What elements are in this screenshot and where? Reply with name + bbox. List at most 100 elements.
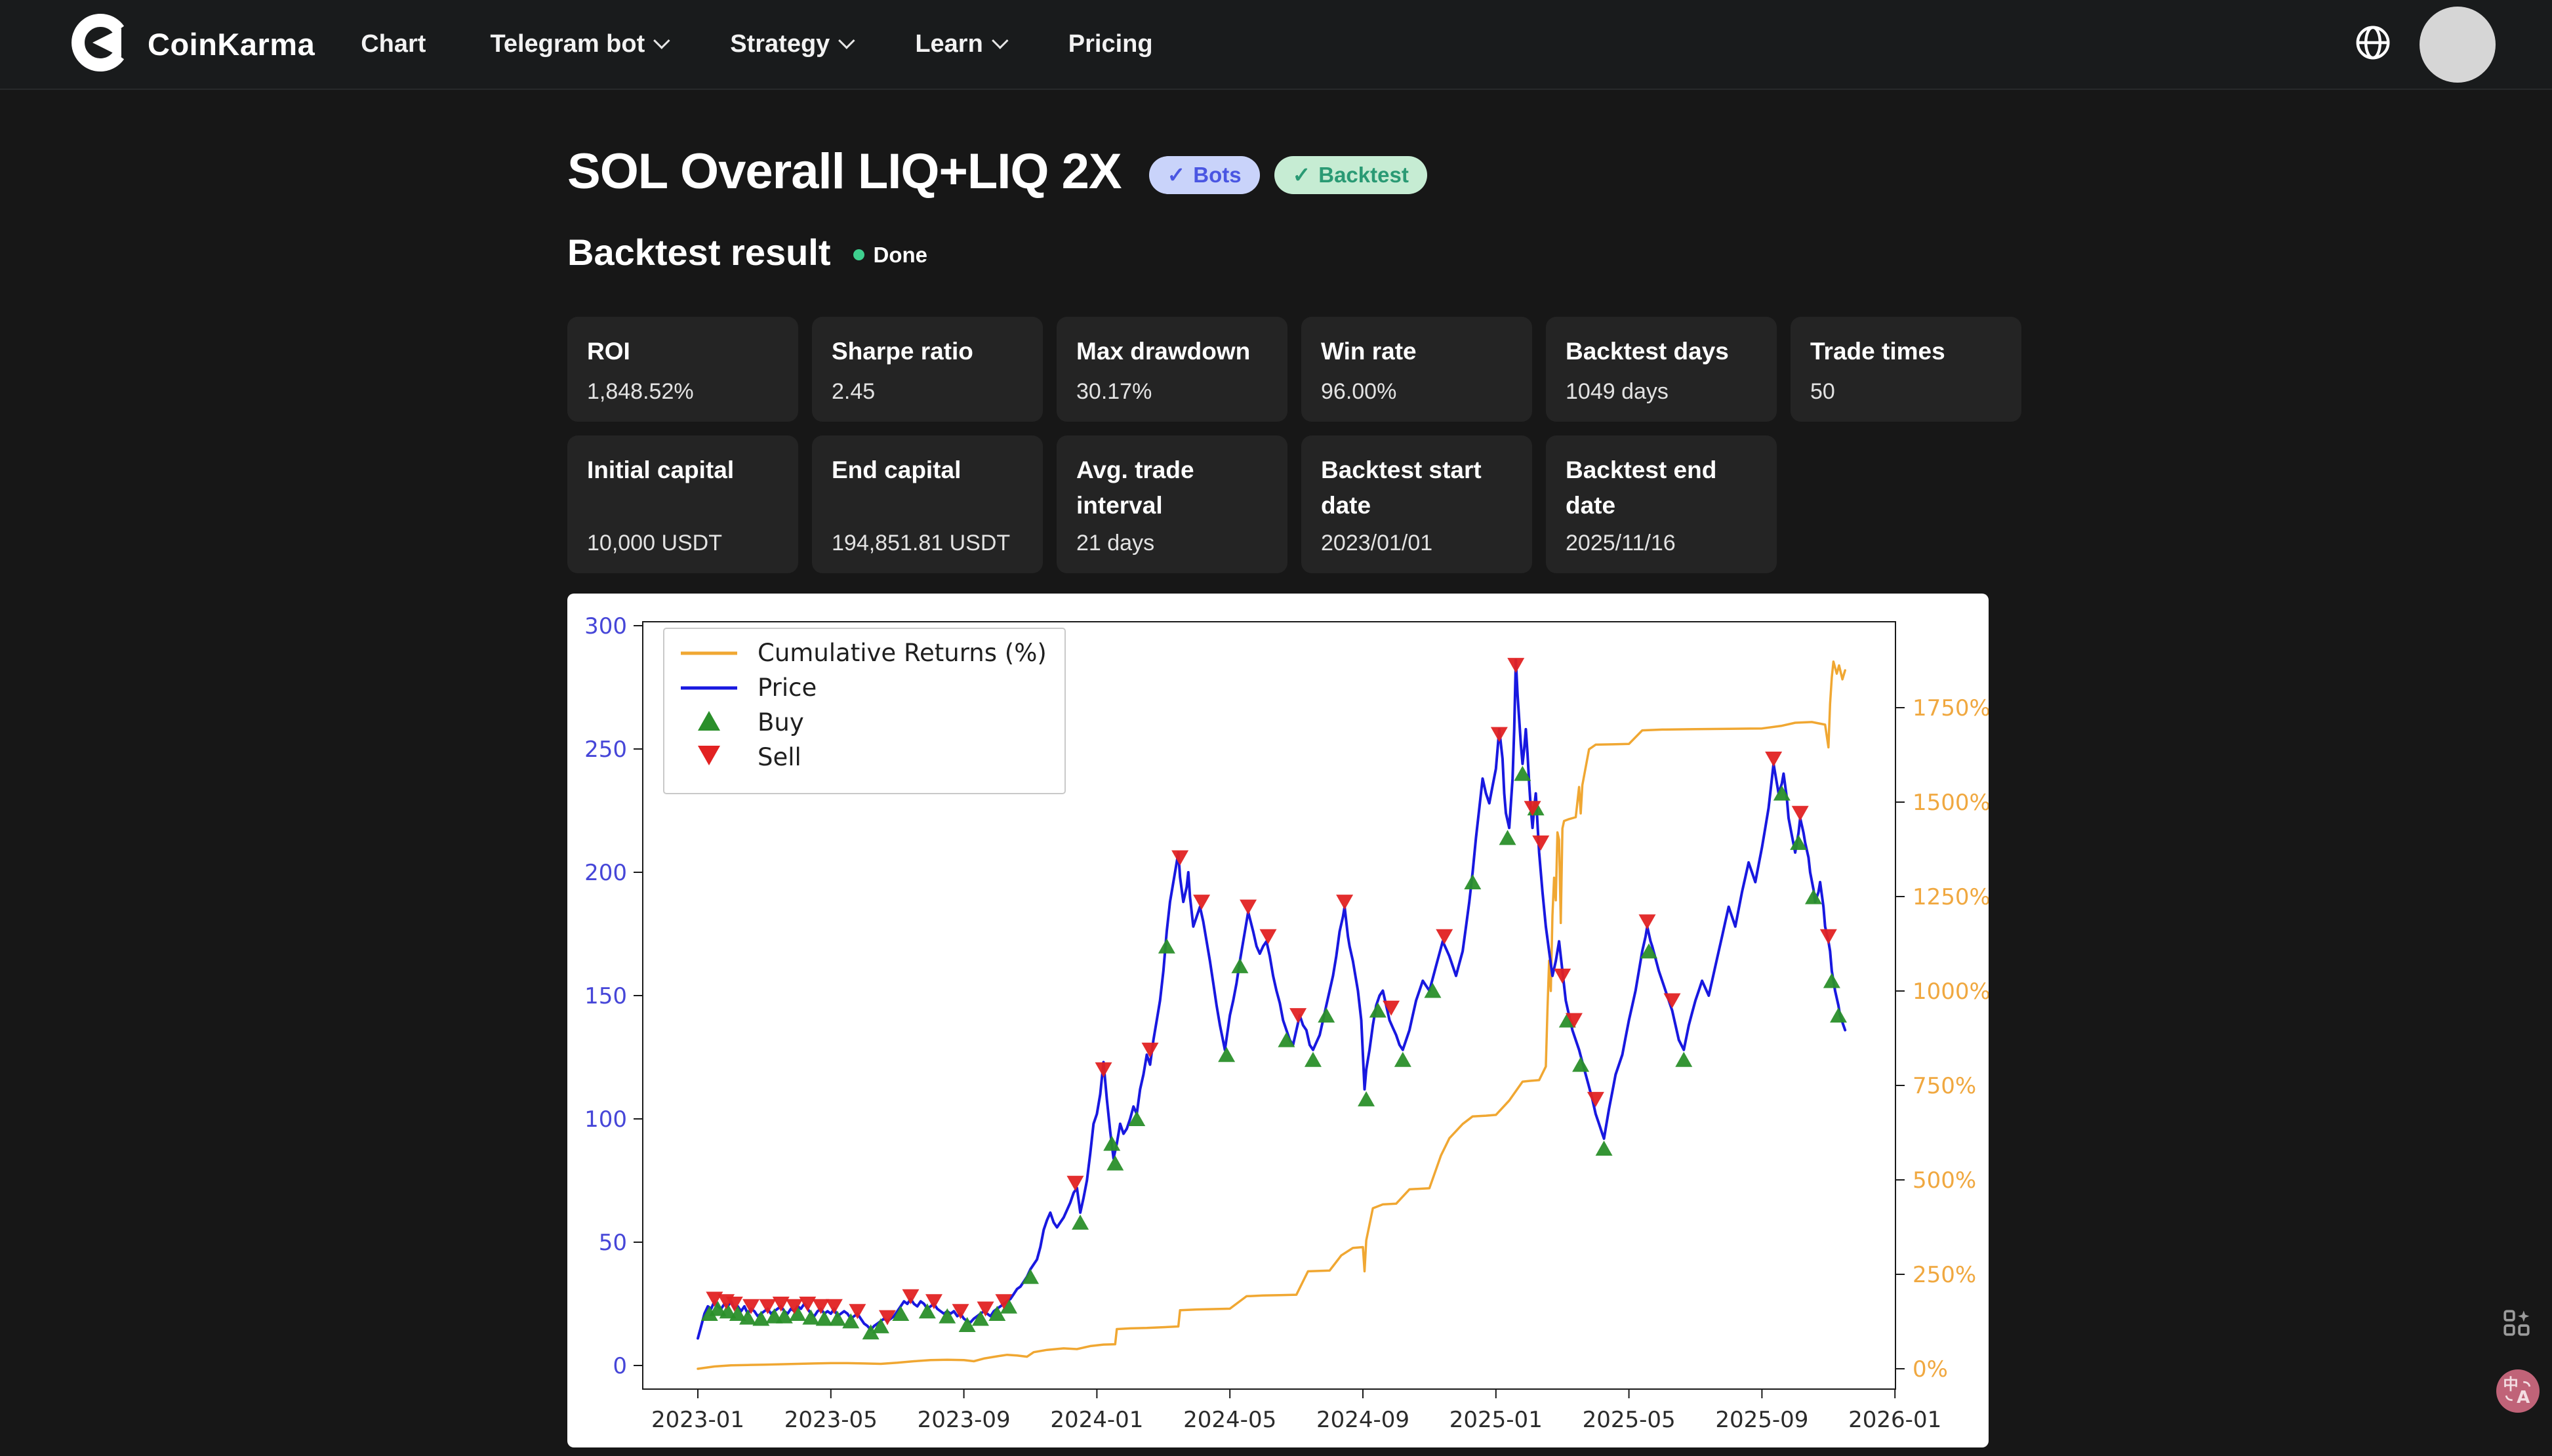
status-badge: Done — [853, 242, 928, 268]
stat-label: Initial capital — [587, 456, 735, 483]
legend-label: Sell — [758, 743, 801, 771]
section-title: Backtest result — [567, 232, 831, 273]
series-cumulative-returns- — [697, 660, 1846, 1370]
stat-label: Max drawdown — [1076, 338, 1251, 365]
x-tick-label: 2025-01 — [1449, 1407, 1543, 1433]
left-tick-label: 100 — [584, 1106, 627, 1133]
nav-link-chart[interactable]: Chart — [361, 30, 426, 58]
stat-label: Avg. trade interval — [1076, 456, 1194, 519]
stat-card-trade-times: Trade times 50 — [1791, 317, 2021, 422]
chevron-down-icon — [838, 31, 855, 49]
page-title: SOL Overall LIQ+LIQ 2X — [567, 144, 1122, 199]
top-nav: CoinKarma Chart Telegram bot Strategy Learn… — [0, 0, 2552, 90]
stat-label: Win rate — [1321, 338, 1417, 365]
chevron-down-icon — [991, 31, 1009, 49]
left-tick-label: 150 — [584, 983, 627, 1009]
nav-link-strategy[interactable]: Strategy — [730, 30, 855, 58]
stat-card-win-rate: Win rate 96.00% — [1301, 317, 1532, 422]
stat-card-end-capital: End capital 194,851.81 USDT — [812, 435, 1043, 573]
legend-label: Price — [758, 674, 817, 702]
badges: ✓ Bots ✓ Backtest — [1148, 155, 1427, 194]
nav-link-label: Strategy — [730, 30, 830, 58]
right-tick-label: 750% — [1913, 1073, 1976, 1099]
stat-card-backtest-end-date: Backtest end date 2025/11/16 — [1546, 435, 1777, 573]
stat-label: Sharpe ratio — [832, 338, 973, 365]
chart-legend: Cumulative Returns (%) Price Buy Sell — [663, 628, 1066, 794]
stat-value: 194,851.81 USDT — [832, 531, 1011, 556]
badge-bots: ✓ Bots — [1148, 155, 1260, 194]
stat-card-sharpe-ratio: Sharpe ratio 2.45 — [812, 317, 1043, 422]
chevron-down-icon — [653, 31, 670, 49]
stat-card-backtest-start-date: Backtest start date 2023/01/01 — [1301, 435, 1532, 573]
right-tick-label: 500% — [1913, 1167, 1976, 1194]
right-tick-label: 1250% — [1913, 884, 1989, 910]
avatar[interactable] — [2420, 6, 2496, 83]
stat-label: ROI — [587, 338, 630, 365]
nav-link-telegram-bot[interactable]: Telegram bot — [490, 30, 670, 58]
check-icon: ✓ — [1167, 163, 1186, 187]
x-tick-label: 2023-01 — [651, 1407, 744, 1433]
translate-button[interactable]: 中 A — [2496, 1369, 2540, 1413]
right-tick-label: 0% — [1913, 1356, 1948, 1383]
stat-label: Backtest end date — [1566, 456, 1717, 519]
stat-value: 96.00% — [1321, 379, 1397, 404]
stat-label: Trade times — [1810, 338, 1945, 365]
nav-link-label: Telegram bot — [490, 30, 645, 58]
badge-label: Bots — [1193, 162, 1242, 187]
status-dot-icon — [853, 249, 864, 260]
check-icon: ✓ — [1292, 163, 1311, 187]
badge-label: Backtest — [1318, 162, 1409, 187]
badge-backtest: ✓ Backtest — [1274, 155, 1427, 194]
x-tick-label: 2026-01 — [1848, 1407, 1941, 1433]
markers-buy — [700, 765, 1848, 1340]
stat-value: 1,848.52% — [587, 379, 694, 404]
right-tick-label: 1000% — [1913, 979, 1989, 1005]
brand[interactable]: CoinKarma — [69, 11, 315, 77]
stat-value: 2023/01/01 — [1321, 531, 1433, 556]
globe-icon[interactable] — [2353, 22, 2393, 66]
right-tick-label: 250% — [1913, 1262, 1976, 1288]
stat-card-max-drawdown: Max drawdown 30.17% — [1057, 317, 1287, 422]
stat-label: Backtest start date — [1321, 456, 1482, 519]
plot-border — [642, 621, 1896, 1390]
x-tick-label: 2023-05 — [784, 1407, 878, 1433]
x-tick-label: 2023-09 — [918, 1407, 1011, 1433]
stat-value: 10,000 USDT — [587, 531, 722, 556]
stat-card-backtest-days: Backtest days 1049 days — [1546, 317, 1777, 422]
nav-link-pricing[interactable]: Pricing — [1068, 30, 1153, 58]
nav-link-label: Chart — [361, 30, 426, 58]
x-tick-label: 2024-05 — [1183, 1407, 1276, 1433]
stat-card-avg-trade-interval: Avg. trade interval 21 days — [1057, 435, 1287, 573]
stat-card-roi: ROI 1,848.52% — [567, 317, 798, 422]
nav-right — [2353, 6, 2496, 83]
left-tick-label: 0 — [613, 1353, 627, 1379]
stat-label: Backtest days — [1566, 338, 1729, 365]
backtest-chart: 0 50 100 150 200 250 300 0% 250% 500% 750% 1000% 125… — [584, 613, 1989, 1433]
nav-link-label: Learn — [915, 30, 983, 58]
legend-label: Buy — [758, 708, 804, 737]
brand-name: CoinKarma — [148, 27, 315, 62]
stat-value: 21 days — [1076, 531, 1155, 556]
coinkarma-logo-icon — [69, 11, 132, 77]
backtest-chart-panel[interactable]: 0 50 100 150 200 250 300 0% 250% 500% 750% 1000% 125… — [567, 594, 1989, 1447]
right-tick-label: 1500% — [1913, 790, 1989, 816]
left-tick-label: 300 — [584, 613, 627, 639]
right-tick-label: 1750% — [1913, 695, 1989, 721]
stat-value: 30.17% — [1076, 379, 1152, 404]
x-tick-label: 2025-09 — [1715, 1407, 1808, 1433]
x-tick-label: 2024-09 — [1316, 1407, 1409, 1433]
stat-card-initial-capital: Initial capital 10,000 USDT — [567, 435, 798, 573]
svg-text:中: 中 — [2503, 1375, 2518, 1393]
legend-label: Cumulative Returns (%) — [758, 639, 1047, 667]
stats-grid: ROI 1,848.52% Sharpe ratio 2.45 Max drawdown… — [567, 317, 2021, 573]
status-label: Done — [873, 242, 928, 267]
widgets-sparkle-icon[interactable] — [2500, 1306, 2533, 1339]
stat-value: 50 — [1810, 379, 1835, 404]
left-tick-label: 250 — [584, 737, 627, 763]
stat-value: 1049 days — [1566, 379, 1669, 404]
nav-link-learn[interactable]: Learn — [915, 30, 1009, 58]
section-row: Backtest result Done — [567, 231, 927, 273]
svg-text:A: A — [2517, 1388, 2530, 1407]
markers-sell — [706, 658, 1837, 1325]
